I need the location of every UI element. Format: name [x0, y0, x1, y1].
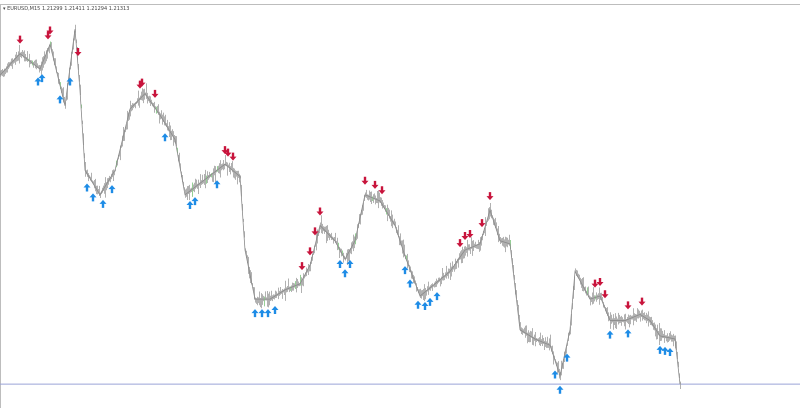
buy-arrow-icon: [606, 330, 614, 339]
sell-arrow-icon: [486, 192, 494, 201]
buy-arrow-icon: [336, 260, 344, 269]
chart-window: [0, 4, 800, 408]
buy-arrow-icon: [56, 95, 64, 104]
buy-arrow-icon: [414, 300, 422, 309]
buy-arrow-icon: [161, 133, 169, 142]
sell-arrow-icon: [361, 176, 369, 185]
buy-arrow-icon: [191, 197, 199, 206]
buy-arrow-icon: [666, 347, 674, 356]
sell-arrow-icon: [371, 180, 379, 189]
sell-arrow-icon: [311, 227, 319, 236]
buy-arrow-icon: [258, 309, 266, 318]
buy-arrow-icon: [108, 185, 116, 194]
buy-arrow-icon: [341, 269, 349, 278]
buy-arrow-icon: [186, 200, 194, 209]
buy-arrow-icon: [34, 77, 42, 86]
buy-arrow-icon: [251, 309, 259, 318]
sell-arrow-icon: [16, 35, 24, 44]
sell-arrow-icon: [74, 47, 82, 56]
sell-arrow-icon: [298, 262, 306, 271]
buy-arrow-icon: [401, 266, 409, 275]
buy-arrow-icon: [38, 74, 46, 83]
sell-arrow-icon: [461, 232, 469, 241]
buy-arrow-icon: [66, 77, 74, 86]
buy-arrow-icon: [556, 385, 564, 394]
buy-arrow-icon: [624, 329, 632, 338]
buy-arrow-icon: [271, 306, 279, 315]
buy-arrow-icon: [661, 346, 669, 355]
symbol-ohlc-label: EURUSD,M15 1.21299 1.21411 1.21294 1.213…: [7, 6, 130, 12]
sell-arrow-icon: [316, 207, 324, 216]
sell-arrow-icon: [221, 146, 229, 155]
sell-arrow-icon: [136, 80, 144, 89]
sell-arrow-icon: [224, 148, 232, 157]
sell-arrow-icon: [638, 297, 646, 306]
sell-arrow-icon: [229, 152, 237, 161]
buy-arrow-icon: [421, 301, 429, 310]
sell-arrow-icon: [46, 26, 54, 35]
sell-arrow-icon: [456, 239, 464, 248]
sell-arrow-icon: [601, 290, 609, 299]
buy-arrow-icon: [89, 193, 97, 202]
sell-arrow-icon: [378, 186, 386, 195]
sell-arrow-icon: [478, 219, 486, 228]
sell-arrow-icon: [151, 89, 159, 98]
buy-arrow-icon: [656, 345, 664, 354]
sell-arrow-icon: [624, 301, 632, 310]
buy-arrow-icon: [264, 309, 272, 318]
sell-arrow-icon: [44, 31, 52, 40]
sell-arrow-icon: [596, 278, 604, 287]
buy-arrow-icon: [346, 260, 354, 269]
sell-arrow-icon: [138, 78, 146, 87]
buy-arrow-icon: [426, 297, 434, 306]
triangle-down-icon[interactable]: ▾: [3, 6, 8, 12]
sell-arrow-icon: [306, 247, 314, 256]
buy-arrow-icon: [213, 180, 221, 189]
buy-arrow-icon: [406, 279, 414, 288]
sell-arrow-icon: [466, 229, 474, 238]
buy-arrow-icon: [563, 353, 571, 362]
buy-arrow-icon: [83, 183, 91, 192]
buy-arrow-icon: [433, 292, 441, 301]
chart-title: ▾ EURUSD,M15 1.21299 1.21411 1.21294 1.2…: [3, 6, 129, 12]
price-line: [0, 29, 681, 385]
buy-arrow-icon: [99, 199, 107, 208]
sell-arrow-icon: [591, 279, 599, 288]
buy-arrow-icon: [551, 370, 559, 379]
